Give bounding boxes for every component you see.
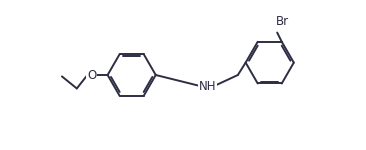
Text: O: O	[87, 69, 96, 81]
Text: NH: NH	[199, 80, 217, 93]
Text: Br: Br	[275, 15, 288, 28]
